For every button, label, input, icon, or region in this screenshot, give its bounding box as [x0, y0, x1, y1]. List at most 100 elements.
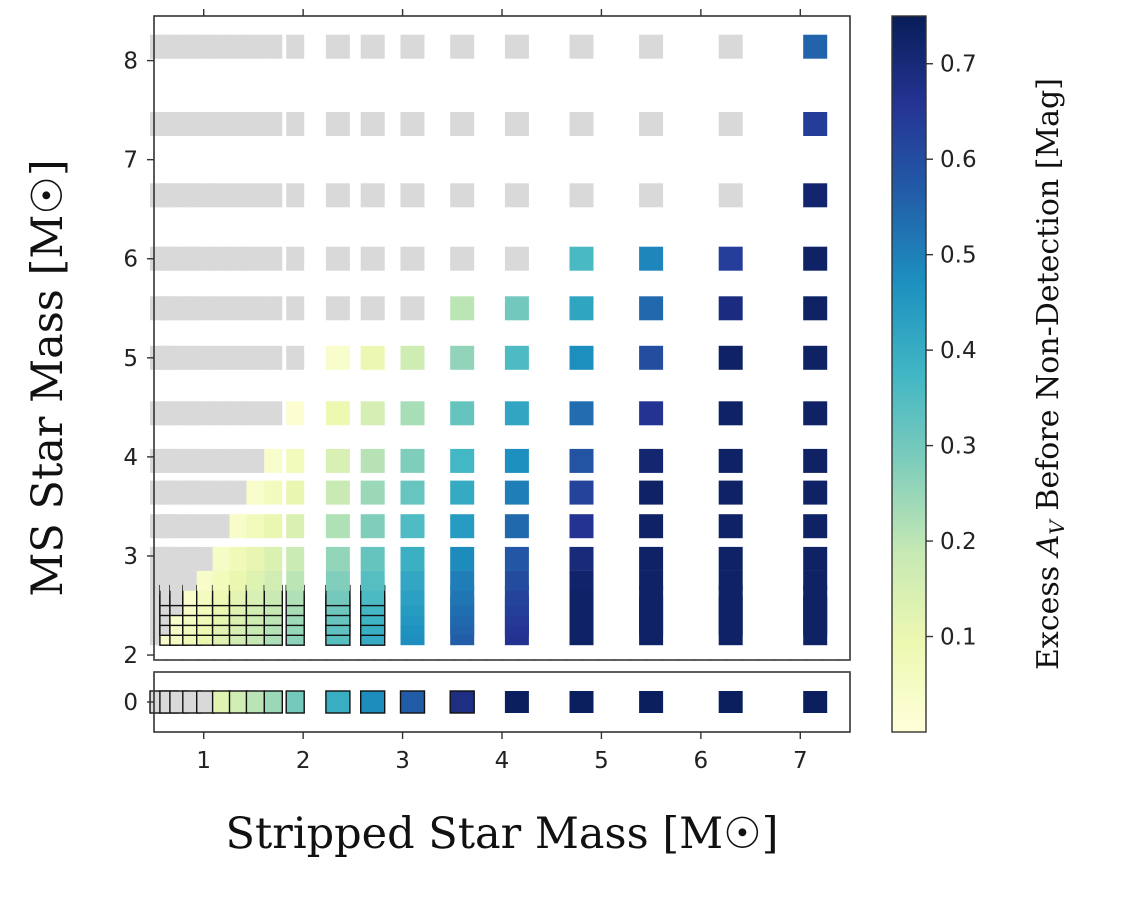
- heatmap-cell: [196, 546, 215, 571]
- heatmap-cell: [246, 183, 265, 208]
- heatmap-cell: [360, 246, 385, 271]
- heatmap-cell: [718, 448, 743, 473]
- heatmap-cell: [718, 514, 743, 539]
- x-tick-label: 2: [296, 748, 311, 774]
- heatmap-cell: [325, 246, 350, 271]
- heatmap-cell: [450, 345, 475, 370]
- heatmap-cell: [212, 34, 231, 59]
- heatmap-cell: [803, 570, 828, 591]
- heatmap-cell: [400, 570, 425, 591]
- colorbar-title: Excess AV Before Non-Detection [Mag]: [1031, 78, 1069, 670]
- heatmap-cell: [400, 514, 425, 539]
- heatmap-cell: [325, 345, 350, 370]
- heatmap-cell: [639, 34, 664, 59]
- heatmap-cell: [286, 183, 305, 208]
- heatmap-cell: [569, 448, 594, 473]
- heatmap-cell: [718, 546, 743, 571]
- heatmap-cell: [182, 514, 201, 539]
- heatmap-cell: [504, 34, 529, 59]
- colorbar-title-subscript: V: [1045, 518, 1069, 535]
- heatmap-cell: [182, 480, 201, 505]
- heatmap-cell: [718, 112, 743, 136]
- heatmap-cell: [182, 345, 201, 370]
- x-tick-label: 7: [793, 748, 808, 774]
- heatmap-cell: [803, 34, 828, 59]
- heatmap-cell: [182, 112, 201, 136]
- heatmap-cell: [325, 690, 351, 714]
- x-tick-label: 4: [495, 748, 510, 774]
- heatmap-cell: [639, 183, 664, 208]
- heatmap-cell: [569, 401, 594, 426]
- heatmap-cell: [803, 112, 828, 136]
- heatmap-cell: [504, 480, 529, 505]
- heatmap-cell: [400, 183, 425, 208]
- heatmap-cell: [718, 401, 743, 426]
- heatmap-cell: [286, 246, 305, 271]
- heatmap-cell: [196, 514, 215, 539]
- heatmap-cell: [360, 448, 385, 473]
- heatmap-cell: [803, 691, 828, 713]
- heatmap-cell: [360, 480, 385, 505]
- heatmap-cell: [450, 570, 475, 591]
- heatmap-cell: [229, 448, 248, 473]
- heatmap-cell: [196, 480, 215, 505]
- x-tick-label: 5: [594, 748, 609, 774]
- heatmap-cell: [196, 570, 215, 591]
- heatmap-cell: [569, 570, 594, 591]
- axis-tick-labels: 1 2 3 4 5 6 7 2 3 4 5 6 7 8 0: [123, 49, 807, 774]
- heatmap-cell: [229, 296, 248, 321]
- y-tick-label: 2: [123, 643, 138, 669]
- colorbar-tick-label: 0.3: [940, 434, 977, 460]
- heatmap-cell: [325, 296, 350, 321]
- heatmap-cell: [718, 246, 743, 271]
- heatmap-cell: [325, 546, 350, 571]
- heatmap-cell: [639, 546, 664, 571]
- y-tick-label: 5: [123, 346, 138, 372]
- heatmap-cell: [639, 246, 664, 271]
- heatmap-cell: [229, 183, 248, 208]
- heatmap-cell: [229, 345, 248, 370]
- heatmap-cell: [718, 480, 743, 505]
- heatmap-cell: [325, 514, 350, 539]
- heatmap-cell: [212, 570, 231, 591]
- heatmap-cell: [264, 345, 283, 370]
- heatmap-cell: [325, 401, 350, 426]
- heatmap-cell: [286, 514, 305, 539]
- heatmap-cell: [196, 112, 215, 136]
- heatmap-cell: [400, 546, 425, 571]
- colorbar-tick-label: 0.1: [940, 625, 977, 651]
- heatmap-cell: [246, 296, 265, 321]
- heatmap-cell: [246, 345, 265, 370]
- heatmap-cell: [229, 34, 248, 59]
- heatmap-cell: [286, 401, 305, 426]
- x-tick-label: 1: [196, 748, 211, 774]
- heatmap-cell: [639, 514, 664, 539]
- heatmap-cell: [803, 401, 828, 426]
- heatmap-cell: [639, 691, 664, 713]
- heatmap-cell: [264, 448, 283, 473]
- heatmap-cell: [286, 480, 305, 505]
- heatmap-cell: [639, 296, 664, 321]
- heatmap-cell: [325, 570, 350, 591]
- heatmap-cell: [639, 401, 664, 426]
- heatmap-cell: [246, 401, 265, 426]
- heatmap-cell: [718, 570, 743, 591]
- heatmap-cell: [212, 345, 231, 370]
- heatmap-cell: [504, 514, 529, 539]
- heatmap-cell: [803, 246, 828, 271]
- heatmap-cell: [325, 480, 350, 505]
- heatmap-cell: [212, 480, 231, 505]
- y-tick-label: 6: [123, 247, 138, 273]
- heatmap-cell: [264, 112, 283, 136]
- heatmap-cell: [400, 401, 425, 426]
- colorbar-ticks: 0.1 0.2 0.3 0.4 0.5 0.6 0.7: [926, 52, 977, 651]
- heatmap-cell: [196, 401, 215, 426]
- heatmap-cell: [569, 296, 594, 321]
- y-tick-label-bottom: 0: [123, 690, 138, 716]
- heatmap-cell: [286, 296, 305, 321]
- heatmap-cell: [400, 480, 425, 505]
- heatmap-cell: [325, 183, 350, 208]
- y-axis-title: MS Star Mass [M☉]: [23, 159, 73, 596]
- heatmap-cell: [228, 690, 249, 714]
